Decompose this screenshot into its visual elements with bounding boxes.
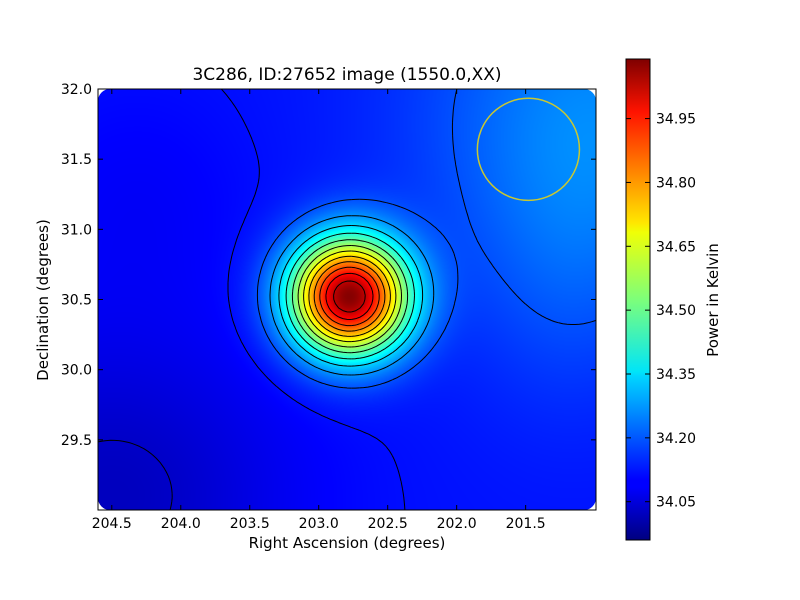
colorbar-tick-label: 34.05 [656, 495, 696, 511]
colorbar-tick-label: 34.20 [656, 431, 696, 447]
y-tick-label: 29.5 [61, 433, 92, 449]
contour-lines [98, 89, 596, 510]
y-tick-label: 31.0 [61, 222, 92, 238]
beam-circle [476, 97, 581, 202]
colorbar-tick-label: 34.95 [656, 112, 696, 128]
x-axis: 204.5 204.0 203.5 203.0 202.5 202.0 201.5 [92, 89, 546, 532]
y-axis: 29.5 30.0 30.5 31.0 31.5 32.0 [61, 82, 596, 449]
colorbar-ticks: 34.05 34.20 34.35 34.50 34.65 34.80 34.95 [626, 112, 696, 511]
contour-line [333, 280, 366, 313]
colorbar-tick-label: 34.80 [656, 175, 696, 191]
colorbar-label: Power in Kelvin [704, 243, 722, 357]
chart-title: 3C286, ID:27652 image (1550.0,XX) [192, 65, 501, 85]
heatmap-image [98, 89, 596, 510]
x-tick-label: 202.0 [437, 516, 477, 532]
contour-line [220, 89, 406, 510]
x-axis-label: Right Ascension (degrees) [249, 534, 446, 552]
contour-line [325, 272, 374, 320]
contour-line [269, 215, 435, 376]
plot-area [97, 88, 597, 511]
contour-line [285, 232, 415, 360]
contour-line [278, 225, 424, 367]
y-tick-label: 30.0 [61, 363, 92, 379]
y-tick-label: 31.5 [61, 152, 92, 168]
contour-line [98, 439, 173, 510]
colorbar-gradient [625, 58, 651, 541]
contour-line [308, 255, 391, 337]
x-tick-label: 204.0 [161, 516, 201, 532]
contour-line [291, 239, 409, 354]
colorbar-tick-label: 34.35 [656, 367, 696, 383]
contour-line [313, 261, 386, 332]
x-tick-label: 203.0 [299, 516, 339, 532]
y-tick-label: 30.5 [61, 293, 92, 309]
x-tick-label: 203.5 [230, 516, 270, 532]
colorbar: 34.05 34.20 34.35 34.50 34.65 34.80 34.95 Powe… [625, 58, 722, 541]
x-tick-label: 204.5 [92, 516, 132, 532]
x-tick-label: 202.5 [368, 516, 408, 532]
y-tick-label: 32.0 [61, 82, 92, 98]
contour-line [303, 250, 397, 343]
contour-line [319, 266, 380, 327]
colorbar-tick-label: 34.50 [656, 303, 696, 319]
x-tick-label: 201.5 [506, 516, 546, 532]
contour-line [297, 245, 402, 348]
colorbar-tick-label: 34.65 [656, 239, 696, 255]
y-axis-label: Declination (degrees) [34, 219, 52, 381]
